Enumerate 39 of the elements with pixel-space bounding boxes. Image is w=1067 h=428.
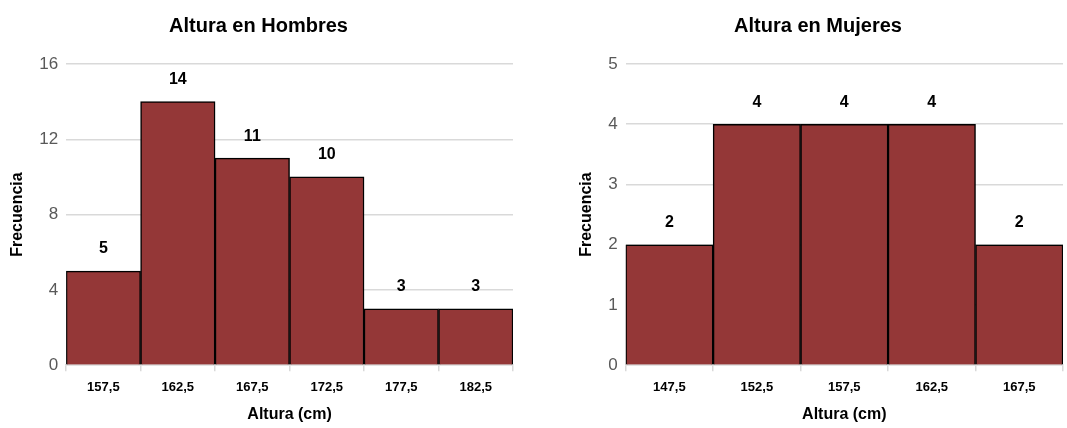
y-tick-label: 5	[608, 53, 618, 73]
data-label: 2	[664, 213, 674, 231]
y-tick-label: 0	[608, 354, 618, 374]
data-label: 2	[1014, 213, 1024, 231]
y-axis-title: Frecuencia	[8, 172, 26, 257]
x-tick-label: 162,5	[915, 378, 949, 394]
chart-title: Altura en Hombres	[169, 13, 348, 36]
x-tick-label: 152,5	[740, 378, 774, 394]
y-tick-label: 8	[48, 204, 59, 224]
x-tick-label: 172,5	[310, 378, 344, 394]
x-tick-label: 157,5	[87, 378, 120, 394]
data-label: 5	[98, 239, 108, 257]
data-label: 4	[927, 92, 937, 110]
data-label: 11	[243, 126, 261, 144]
data-label: 4	[752, 92, 762, 110]
x-tick-label: 162,5	[161, 378, 195, 394]
data-label: 10	[317, 145, 336, 163]
y-tick-label: 4	[608, 113, 618, 133]
x-tick-label: 177,5	[385, 378, 418, 394]
x-tick-label: 182,5	[459, 378, 493, 394]
y-tick-label: 4	[48, 279, 59, 299]
x-axis-title: Altura (cm)	[247, 404, 332, 422]
x-axis-title: Altura (cm)	[802, 404, 887, 422]
data-label: 3	[471, 277, 481, 295]
y-tick-label: 1	[608, 294, 618, 314]
x-tick-label: 147,5	[653, 378, 686, 394]
data-label: 14	[168, 70, 187, 88]
data-label: 3	[396, 277, 406, 295]
y-tick-label: 0	[48, 354, 59, 374]
y-tick-label: 2	[608, 234, 618, 254]
y-tick-label: 3	[608, 174, 618, 194]
y-axis-title: Frecuencia	[577, 172, 595, 257]
y-tick-label: 16	[39, 53, 59, 73]
chart-title: Altura en Mujeres	[734, 13, 902, 36]
x-tick-label: 157,5	[828, 378, 861, 394]
data-label: 4	[839, 92, 849, 110]
x-tick-label: 167,5	[236, 378, 269, 394]
x-tick-label: 167,5	[1002, 378, 1036, 394]
y-tick-label: 12	[39, 128, 59, 148]
